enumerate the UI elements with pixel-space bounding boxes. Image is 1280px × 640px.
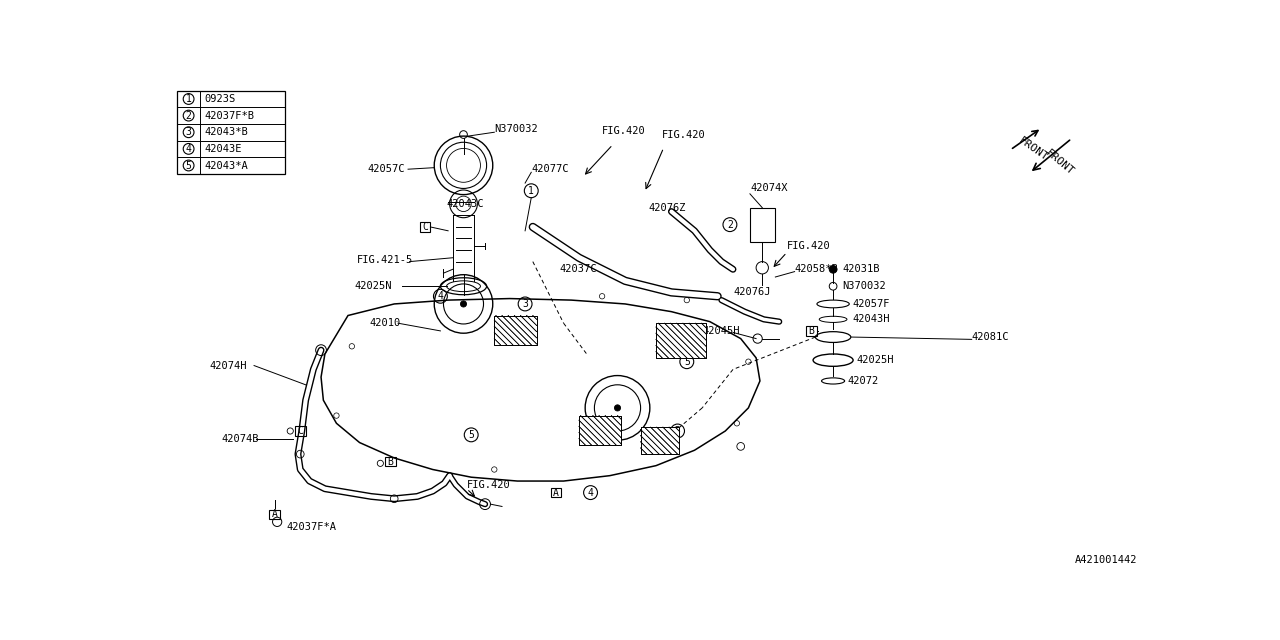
Text: 42076Z: 42076Z: [648, 203, 686, 212]
Text: 3: 3: [186, 127, 192, 137]
Text: 42045H: 42045H: [703, 326, 740, 336]
Text: 3: 3: [522, 299, 529, 309]
Text: 42057F: 42057F: [852, 299, 890, 309]
Bar: [657, 323, 707, 358]
Text: FRONT: FRONT: [1016, 136, 1050, 163]
Text: 42037F*A: 42037F*A: [287, 522, 337, 532]
Text: 42074H: 42074H: [210, 360, 247, 371]
Text: 5: 5: [684, 356, 690, 367]
Text: 42025H: 42025H: [856, 355, 893, 365]
Text: C: C: [422, 222, 428, 232]
Text: 42043H: 42043H: [852, 314, 890, 324]
Text: 0923S: 0923S: [204, 94, 236, 104]
Text: 42081C: 42081C: [972, 332, 1009, 342]
Text: 42074B: 42074B: [221, 434, 259, 444]
Text: 42010: 42010: [370, 318, 401, 328]
Text: 42072: 42072: [847, 376, 878, 386]
Text: 42043*B: 42043*B: [204, 127, 248, 137]
Text: 42031B: 42031B: [842, 264, 879, 275]
Text: N370032: N370032: [842, 281, 886, 291]
Bar: [494, 316, 536, 345]
Text: 42076J: 42076J: [733, 287, 771, 298]
Text: 42074X: 42074X: [750, 184, 787, 193]
Text: 4: 4: [438, 291, 443, 301]
Bar: [550, 488, 562, 497]
Bar: [294, 426, 306, 436]
Text: B: B: [388, 457, 393, 467]
Text: 42058*B: 42058*B: [795, 264, 838, 275]
Text: 42043*A: 42043*A: [204, 161, 248, 170]
Circle shape: [829, 266, 837, 273]
Text: 42037F*B: 42037F*B: [204, 111, 253, 120]
Text: 1: 1: [529, 186, 534, 196]
Text: A: A: [553, 488, 559, 498]
Text: B: B: [809, 326, 814, 336]
Text: 5: 5: [186, 161, 192, 170]
Text: FIG.421-5: FIG.421-5: [357, 255, 413, 265]
Circle shape: [461, 301, 467, 307]
Text: 4: 4: [186, 144, 192, 154]
Text: 4: 4: [588, 488, 594, 498]
Bar: [270, 509, 280, 519]
Text: 42077C: 42077C: [531, 164, 568, 174]
Text: 3: 3: [675, 426, 681, 436]
Text: 42025N: 42025N: [355, 281, 392, 291]
Text: 1: 1: [186, 94, 192, 104]
Bar: [750, 208, 774, 243]
Text: FIG.420: FIG.420: [467, 480, 511, 490]
Text: 2: 2: [727, 220, 733, 230]
Text: C: C: [297, 426, 303, 436]
Text: 2: 2: [186, 111, 192, 120]
Text: N370032: N370032: [494, 124, 538, 134]
Bar: [640, 427, 680, 454]
Bar: [177, 91, 285, 174]
Circle shape: [614, 405, 621, 411]
Bar: [657, 323, 707, 358]
Bar: [806, 326, 817, 335]
Text: 42043C: 42043C: [447, 199, 484, 209]
Text: FRONT: FRONT: [1043, 148, 1075, 177]
Text: A: A: [271, 509, 278, 519]
Bar: [579, 415, 621, 445]
Text: FIG.420: FIG.420: [787, 241, 831, 251]
Text: FIG.420: FIG.420: [602, 125, 646, 136]
Bar: [385, 457, 396, 467]
Text: 42037C: 42037C: [559, 264, 598, 275]
Bar: [420, 222, 430, 232]
Text: A421001442: A421001442: [1075, 556, 1137, 565]
Text: 42057C: 42057C: [367, 164, 404, 174]
Bar: [579, 415, 621, 445]
Text: 42043E: 42043E: [204, 144, 242, 154]
Bar: [640, 427, 680, 454]
Text: FIG.420: FIG.420: [662, 129, 705, 140]
Text: 5: 5: [468, 430, 474, 440]
Bar: [494, 316, 536, 345]
